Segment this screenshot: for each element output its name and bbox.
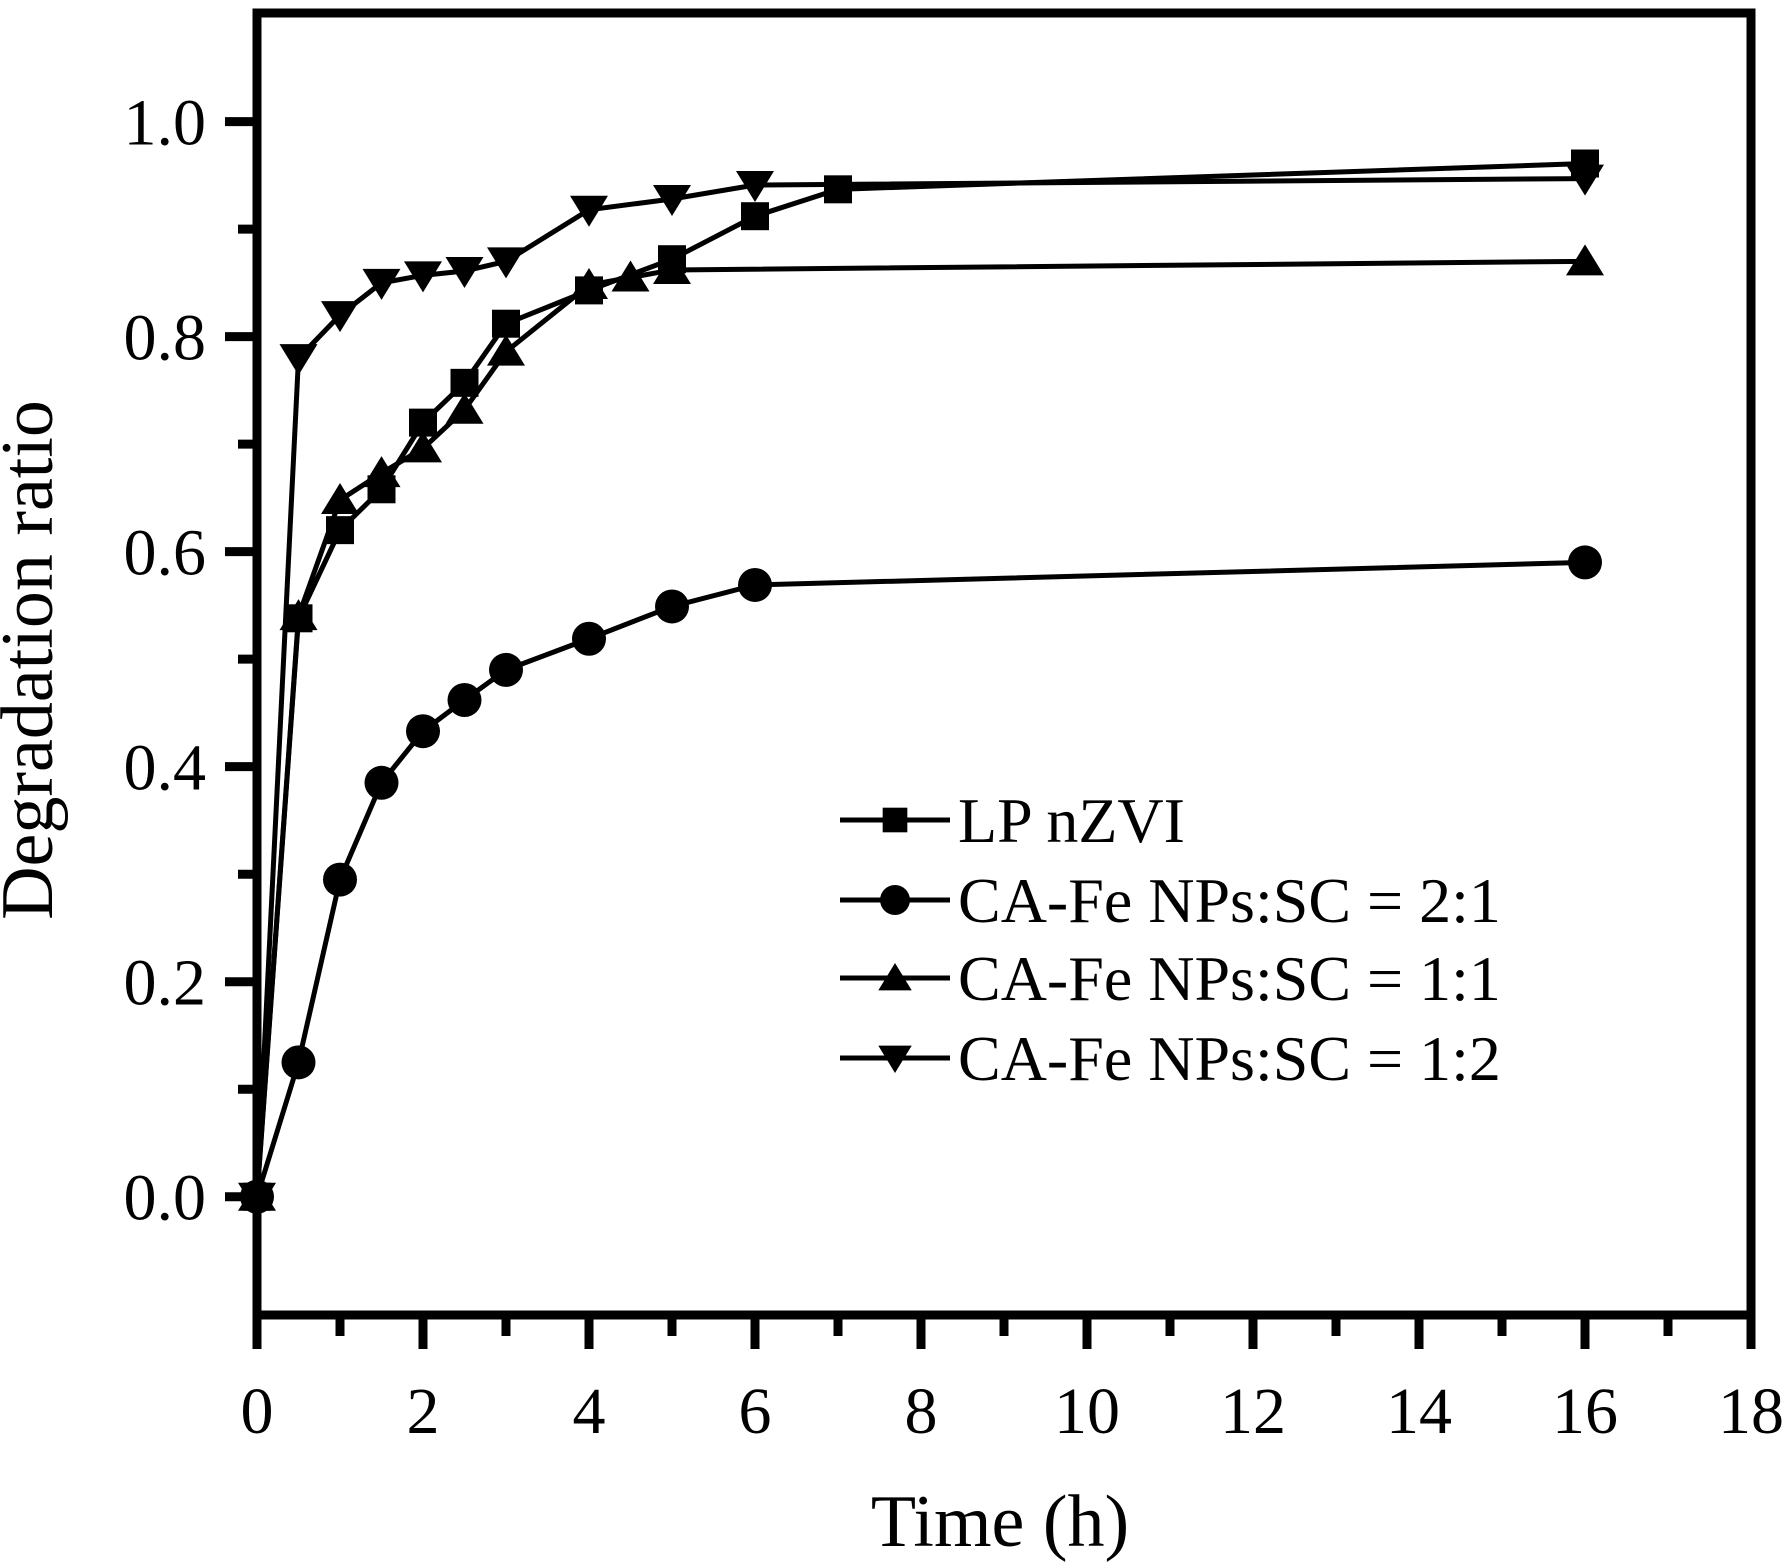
x-tick-label: 16 [1552, 1375, 1618, 1448]
series-ca-fe-nps-sc-1-2-marker [487, 247, 525, 279]
series-ca-fe-nps-sc-1-2-marker [736, 171, 774, 203]
series-ca-fe-nps-sc-1-2-marker [570, 195, 608, 227]
series-lp-nzvi-marker [492, 309, 520, 338]
series-ca-fe-nps-sc-2-1-marker [1568, 545, 1602, 580]
series-ca-fe-nps-sc-2-1-marker [364, 765, 399, 800]
x-tick-label: 10 [1054, 1375, 1120, 1448]
y-axis-title: Degradation ratio [0, 400, 69, 920]
series-ca-fe-nps-sc-1-1-marker [611, 260, 650, 292]
series-lp-nzvi-marker [824, 175, 852, 204]
series-ca-fe-nps-sc-1-2-marker [279, 344, 318, 376]
y-axis-tick-labels: 0.0 0.2 0.4 0.6 0.8 1.0 [124, 87, 207, 1235]
x-tick-label: 0 [241, 1375, 274, 1448]
series-ca-fe-nps-sc-1-1-marker [404, 431, 442, 463]
triangle-down-marker-icon [878, 1045, 912, 1073]
series-layer [238, 149, 1604, 1214]
y-axis-ticks [225, 117, 257, 1202]
plot-border [252, 8, 1756, 1320]
x-tick-label: 4 [573, 1375, 606, 1448]
legend-label: LP nZVI [958, 785, 1185, 856]
series-ca-fe-nps-sc-1-1-marker [1566, 244, 1604, 276]
series-ca-fe-nps-sc-2-1-marker [447, 683, 482, 718]
circle-marker-icon [880, 885, 910, 915]
plot-area: 0 2 4 6 8 10 12 14 16 18 0.0 0.2 0.4 0.6 0.8 1.0 LP nZ… [0, 8, 1782, 1563]
legend-item-ca-fe-nps-sc-1-1: CA-Fe NPs:SC = 1:1 [840, 943, 1501, 1014]
square-marker-icon [882, 807, 908, 833]
legend-label: CA-Fe NPs:SC = 1:1 [958, 943, 1501, 1014]
series-ca-fe-nps-sc-1-1-marker [487, 334, 525, 366]
series-ca-fe-nps-sc-1-2-marker [445, 257, 484, 289]
series-lp-nzvi-marker [741, 202, 769, 231]
series-lp-nzvi-marker [450, 368, 479, 397]
series-ca-fe-nps-sc-1-2-marker [321, 301, 359, 333]
y-tick-label: 0.0 [124, 1162, 207, 1235]
series-ca-fe-nps-sc-1-1-marker [653, 252, 691, 284]
series-ca-fe-nps-sc-1-2-marker [653, 185, 691, 216]
legend-item-ca-fe-nps-sc-2-1: CA-Fe NPs:SC = 2:1 [840, 865, 1501, 936]
x-axis-ticks [252, 1315, 1756, 1349]
series-ca-fe-nps-sc-1-1-marker [279, 599, 318, 631]
series-ca-fe-nps-sc-2-1-marker [655, 589, 689, 624]
y-tick-label: 0.8 [124, 302, 207, 375]
series-ca-fe-nps-sc-2-1-marker [406, 714, 440, 749]
series-ca-fe-nps-sc-1-2-marker [404, 261, 442, 293]
series-ca-fe-nps-sc-2-1-marker [281, 1045, 316, 1080]
series-ca-fe-nps-sc-1-2 [238, 164, 1604, 1214]
legend-item-lp-nzvi: LP nZVI [840, 785, 1185, 856]
series-ca-fe-nps-sc-2-1-marker [738, 567, 772, 602]
y-tick-label: 1.0 [124, 87, 207, 160]
legend-label: CA-Fe NPs:SC = 1:2 [958, 1023, 1501, 1094]
series-ca-fe-nps-sc-1-2-marker [362, 268, 401, 300]
x-tick-label: 12 [1220, 1375, 1286, 1448]
series-ca-fe-nps-sc-1-1-marker [362, 456, 401, 488]
series-ca-fe-nps-sc-2-1-marker [489, 652, 523, 687]
series-ca-fe-nps-sc-1-1-marker [321, 483, 359, 515]
legend-item-ca-fe-nps-sc-1-2: CA-Fe NPs:SC = 1:2 [840, 1023, 1501, 1094]
series-ca-fe-nps-sc-1-2-marker [238, 1182, 276, 1214]
x-tick-label: 14 [1386, 1375, 1452, 1448]
x-tick-label: 6 [739, 1375, 772, 1448]
x-tick-label: 18 [1718, 1375, 1782, 1448]
y-tick-label: 0.6 [124, 517, 207, 590]
x-tick-label: 8 [905, 1375, 938, 1448]
y-tick-label: 0.2 [124, 947, 207, 1020]
triangle-up-marker-icon [878, 963, 912, 991]
series-ca-fe-nps-sc-1-1-marker [445, 392, 484, 424]
series-ca-fe-nps-sc-1-1-marker [570, 268, 608, 300]
x-axis-title: Time (h) [871, 1481, 1129, 1563]
series-ca-fe-nps-sc-2-1-marker [323, 862, 357, 897]
x-tick-label: 2 [407, 1375, 440, 1448]
y-tick-label: 0.4 [124, 732, 207, 805]
series-ca-fe-nps-sc-2-1-marker [572, 621, 606, 656]
x-axis-tick-labels: 0 2 4 6 8 10 12 14 16 18 [241, 1375, 1782, 1448]
series-ca-fe-nps-sc-1-2-marker [1566, 164, 1604, 196]
legend-label: CA-Fe NPs:SC = 2:1 [958, 865, 1501, 936]
